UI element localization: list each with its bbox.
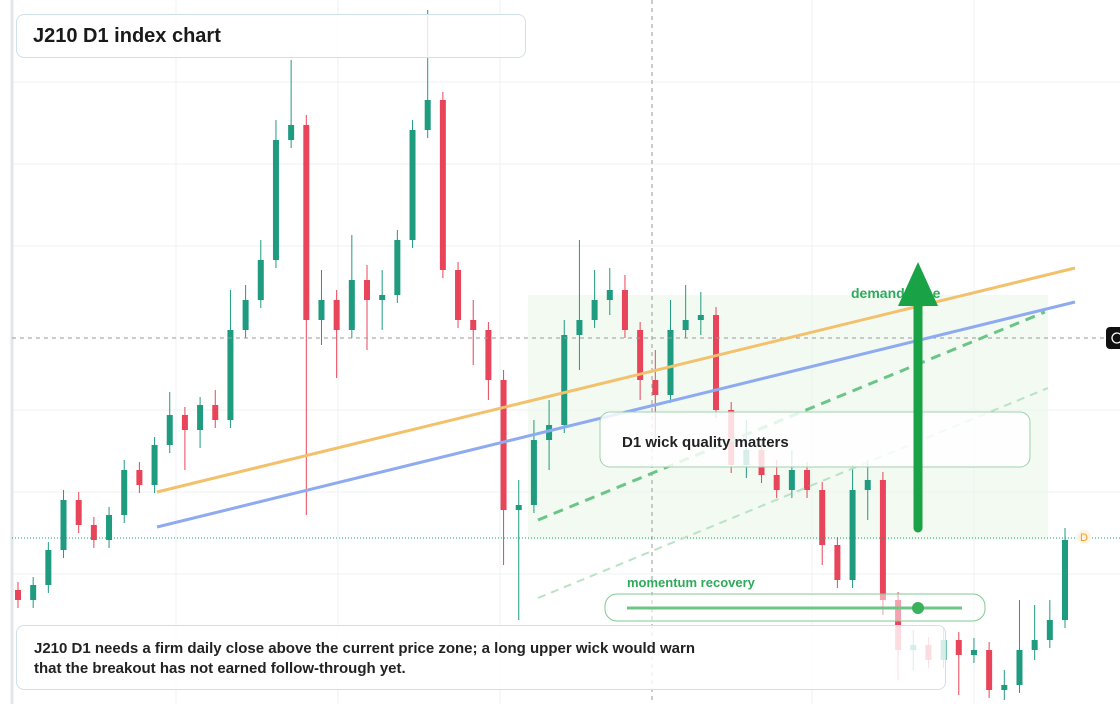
crosshair-button[interactable]	[1106, 327, 1120, 349]
crosshair-icon	[1111, 332, 1120, 344]
candle-body	[197, 405, 204, 430]
candle-body	[1016, 650, 1023, 685]
candle-body	[773, 475, 780, 490]
candle-body	[819, 490, 826, 545]
candle-body	[60, 500, 67, 550]
candle-body	[1031, 640, 1038, 650]
candle-body	[136, 470, 143, 485]
candle-body	[1046, 620, 1053, 640]
candle-body	[212, 405, 219, 420]
candle-body	[288, 125, 295, 140]
arrow-head	[898, 262, 938, 306]
candle-body	[667, 330, 674, 395]
candle-body	[45, 550, 52, 585]
candle-body	[986, 650, 993, 690]
candle-body	[621, 290, 628, 330]
candle-body	[697, 315, 704, 320]
candle-body	[121, 470, 128, 515]
candle-body	[546, 425, 553, 440]
title-box: J210 D1 index chart	[16, 14, 526, 58]
marker-badge	[1077, 530, 1091, 544]
candle-body	[561, 335, 568, 425]
candle-body	[257, 260, 264, 300]
candle-body	[318, 300, 325, 320]
candle-body	[652, 380, 659, 395]
candle-body	[379, 295, 386, 300]
candle-body	[591, 300, 598, 320]
candle-body	[181, 415, 188, 430]
candle-body	[804, 470, 811, 490]
candle-body	[15, 590, 21, 600]
candles	[15, 10, 1068, 700]
candle-body	[303, 125, 310, 320]
candle-body	[348, 280, 355, 330]
momentum-dot	[912, 602, 924, 614]
candle-body	[364, 280, 370, 300]
candle-body	[424, 100, 431, 130]
chart-title: J210 D1 index chart	[33, 25, 221, 47]
candle-body	[864, 480, 871, 490]
candle-body	[713, 315, 719, 410]
candle-body	[90, 525, 97, 540]
candle-body	[606, 290, 613, 300]
candle-body	[682, 320, 689, 330]
candle-body	[30, 585, 37, 600]
candle-body	[485, 330, 492, 380]
momentum-label: momentum recovery	[627, 575, 756, 590]
candle-body	[242, 300, 249, 330]
candle-body	[970, 650, 977, 655]
note: J210 D1 needs a firm daily close above t…	[34, 639, 695, 679]
candle-body	[166, 415, 173, 445]
candle-body	[409, 130, 416, 240]
candle-body	[227, 330, 234, 420]
trend-line-faint	[537, 387, 1049, 599]
candle-body	[576, 320, 583, 335]
candle-body	[500, 380, 507, 510]
candle-body	[75, 500, 82, 525]
candle-body	[455, 270, 462, 320]
candle-body	[106, 515, 113, 540]
candle-body	[879, 480, 886, 600]
note-box: J210 D1 needs a firm daily close above t…	[16, 625, 946, 690]
candle-body	[333, 300, 340, 330]
note-line: J210 D1 needs a firm daily close above t…	[34, 640, 696, 657]
candle-body	[637, 330, 644, 380]
annotation-text: D1 wick quality matters	[622, 434, 789, 451]
candle-body	[272, 140, 279, 260]
candle-body	[849, 490, 856, 580]
candle-body	[530, 440, 537, 505]
note-line: that the breakout has not earned follow-…	[34, 660, 406, 677]
candle-body	[1062, 540, 1068, 620]
candle-body	[470, 320, 477, 330]
candle-body	[515, 505, 522, 510]
candle-body	[394, 240, 401, 295]
candle-body	[151, 445, 158, 485]
candle-body	[955, 640, 962, 655]
candle-body	[439, 100, 446, 270]
candle-body	[788, 470, 795, 490]
candle-body	[1001, 685, 1008, 690]
candle-body	[834, 545, 841, 580]
marker-label: D	[1080, 532, 1088, 544]
